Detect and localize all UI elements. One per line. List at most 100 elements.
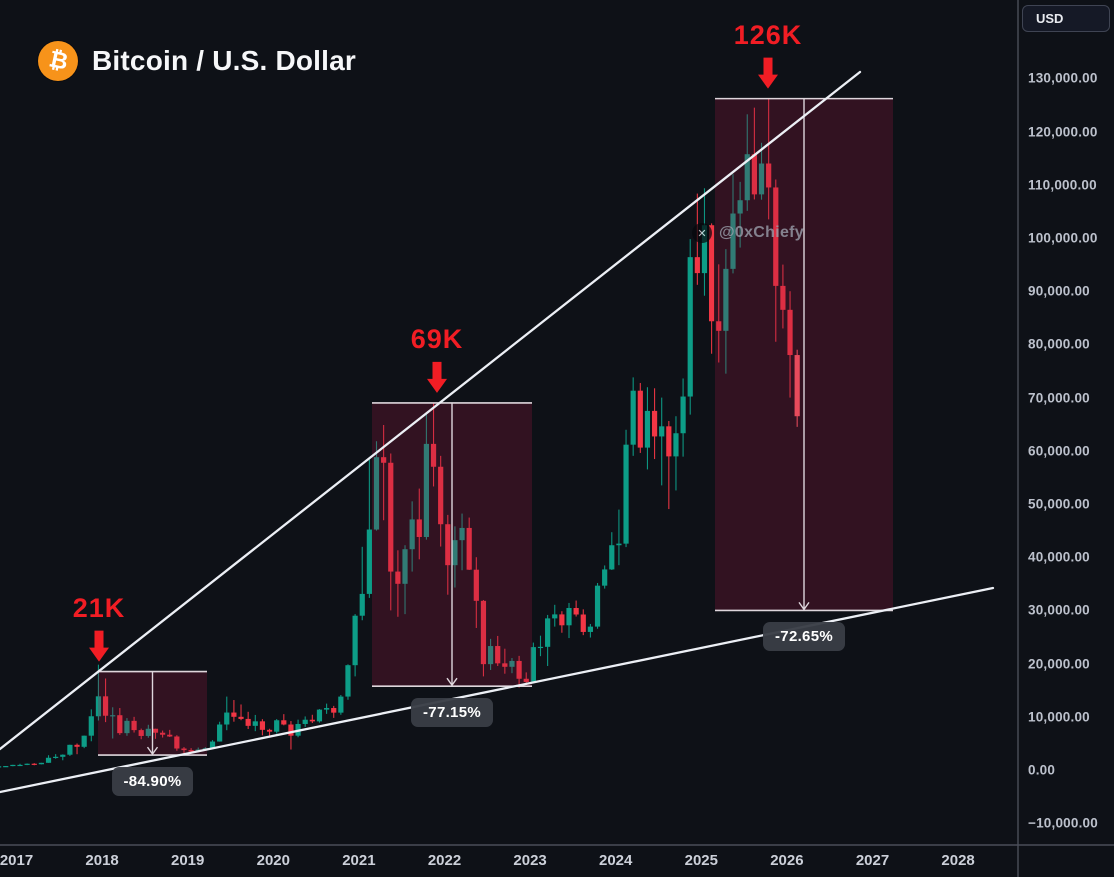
candle-up: [587, 626, 593, 632]
candle-down: [502, 663, 508, 667]
year-tick-label: 2020: [256, 852, 290, 869]
drawdown-percent-label[interactable]: -72.65%: [763, 622, 845, 652]
peak-price-label[interactable]: 69K: [410, 323, 464, 354]
candle-down: [466, 527, 472, 570]
candle-up: [730, 213, 736, 269]
lower-trendline[interactable]: [0, 586, 995, 794]
price-tick-label: 60,000.00: [1028, 443, 1090, 459]
candle-up: [274, 720, 280, 732]
candle-down: [331, 708, 337, 713]
candle-up: [452, 540, 458, 566]
measure-arrowhead-icon: [446, 677, 458, 687]
candle-down: [152, 728, 159, 733]
peak-price-label[interactable]: 126K: [733, 19, 803, 50]
symbol-title: Bitcoin / U.S. Dollar: [92, 45, 357, 76]
candle-down: [559, 614, 565, 626]
candle-up: [409, 519, 415, 550]
year-tick-label: 2024: [599, 852, 633, 869]
year-tick-label: 2028: [941, 852, 975, 869]
candle-down: [523, 678, 529, 682]
price-tick-label: 20,000.00: [1028, 656, 1090, 672]
candle-up: [594, 585, 601, 627]
candle-down: [167, 734, 173, 737]
candle-up: [10, 764, 16, 767]
candle-up: [744, 154, 750, 201]
candle-up: [509, 660, 515, 667]
candle-down: [716, 321, 722, 331]
x-logo-icon: ✕: [692, 223, 712, 243]
price-tick-label: 80,000.00: [1028, 336, 1090, 352]
year-tick-label: 2019: [171, 852, 205, 869]
down-arrow-icon[interactable]: [89, 630, 109, 662]
candle-down: [174, 736, 180, 749]
candle-up: [630, 390, 636, 445]
candle-up: [338, 696, 344, 713]
peak-price-label[interactable]: 21K: [72, 592, 126, 623]
candle-up: [95, 696, 102, 717]
candle-up: [124, 720, 130, 734]
candle-up: [17, 764, 23, 767]
price-tick-label: 0.00: [1028, 762, 1056, 778]
candle-up: [602, 569, 608, 586]
candle-up: [81, 735, 87, 747]
candle-down: [131, 720, 137, 731]
candle-up: [323, 708, 330, 710]
candle-down: [430, 443, 437, 467]
measure-arrowhead-icon: [146, 746, 159, 756]
price-tick-label: −10,000.00: [1028, 815, 1098, 831]
candle-down: [181, 748, 187, 751]
upper-trendline[interactable]: [0, 70, 862, 751]
candle-up: [552, 614, 558, 619]
currency-button[interactable]: USD: [1022, 5, 1110, 32]
candle-up: [302, 719, 308, 724]
candle-down: [288, 724, 294, 736]
candle-up: [316, 709, 323, 722]
candle-down: [709, 225, 715, 322]
candle-down: [102, 696, 109, 716]
down-arrow-icon[interactable]: [758, 57, 778, 89]
candle-up: [217, 724, 223, 742]
candle-down: [266, 729, 273, 732]
candle-down: [231, 712, 237, 717]
candle-down: [495, 646, 501, 664]
candle-down: [31, 763, 37, 765]
candle-up: [345, 665, 351, 697]
price-tick-label: 10,000.00: [1028, 709, 1090, 725]
year-tick-label: 2025: [684, 852, 718, 869]
candle-down: [787, 309, 793, 356]
candle-down: [780, 285, 786, 310]
year-tick-label: 2017: [0, 852, 34, 869]
candle-down: [381, 457, 387, 463]
candle-up: [352, 615, 358, 666]
candle-down: [651, 410, 658, 437]
candle-up: [537, 646, 544, 649]
candle-up: [0, 766, 2, 768]
candle-up: [545, 618, 551, 647]
year-tick-label: 2018: [85, 852, 119, 869]
price-tick-label: 100,000.00: [1028, 230, 1098, 246]
candle-down: [694, 257, 700, 274]
candle-up: [67, 744, 73, 755]
candle-down: [160, 732, 166, 735]
drawdown-percent-label[interactable]: -77.15%: [411, 698, 493, 728]
candle-down: [138, 730, 144, 736]
candle-down: [188, 750, 194, 752]
candle-down: [309, 719, 315, 722]
drawdown-percent-label[interactable]: -84.90%: [111, 767, 194, 797]
candle-down: [388, 462, 394, 572]
bitcoin-logo-icon: ₿: [38, 41, 78, 81]
candle-down: [751, 154, 757, 195]
candle-up: [566, 608, 572, 626]
candle-up: [209, 741, 216, 749]
candle-down: [637, 390, 643, 448]
candle-down: [480, 600, 487, 665]
candle-up: [487, 646, 494, 665]
candle-up: [145, 728, 151, 736]
down-arrow-icon[interactable]: [427, 361, 447, 393]
candle-up: [623, 444, 629, 544]
bitcoin-glyph: ₿: [46, 45, 70, 76]
year-tick-label: 2027: [855, 852, 890, 869]
candle-up: [530, 647, 536, 682]
candle-up: [737, 200, 743, 214]
